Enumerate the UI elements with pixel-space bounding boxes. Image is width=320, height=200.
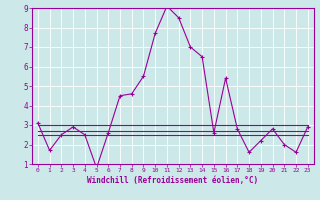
X-axis label: Windchill (Refroidissement éolien,°C): Windchill (Refroidissement éolien,°C) (87, 176, 258, 185)
